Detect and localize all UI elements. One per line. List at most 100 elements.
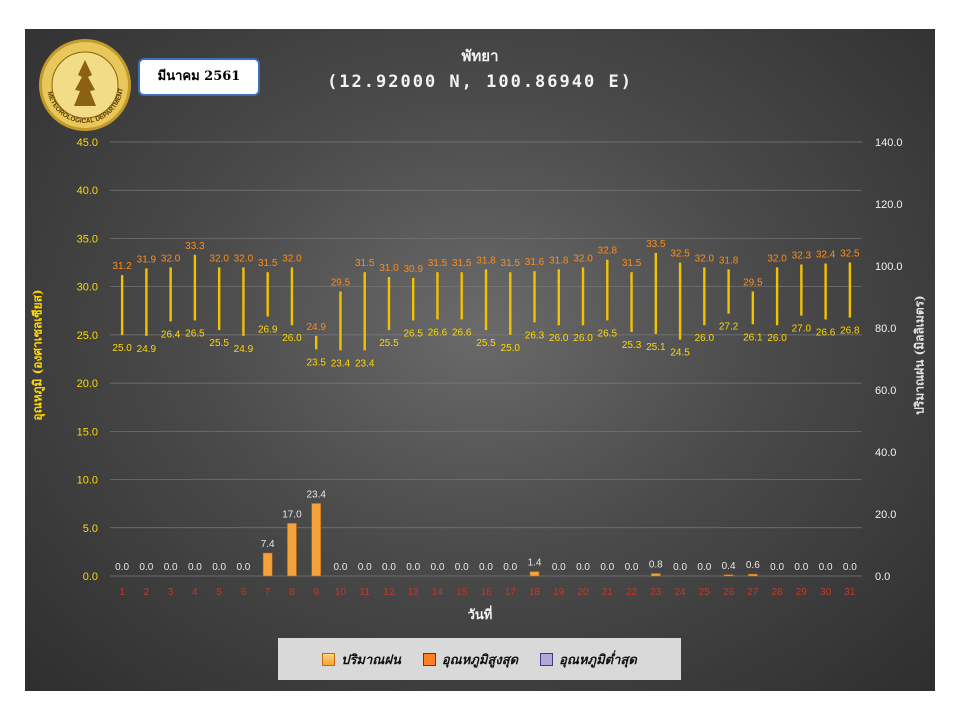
- max-temp-data-label: 31.8: [719, 255, 739, 266]
- x-axis-ticks: 1 2 3 4 5 6 7 8 9 10 11 12 13 14 15 16 17 18 19 20 21 22 23 24 2…: [119, 587, 856, 598]
- rain-data-label: 0.0: [503, 562, 517, 573]
- legend-item-max-temp: อุณหภูมิสูงสุด: [422, 649, 518, 670]
- x-axis-label: วันที่: [467, 608, 493, 623]
- x-tick-label: 3: [168, 587, 174, 598]
- temp-range-bar: [193, 254, 197, 321]
- temp-range-bar: [800, 264, 803, 316]
- min-temp-data-label: 26.3: [525, 330, 545, 341]
- rain-bar: [529, 571, 540, 577]
- rain-data-label: 0.0: [600, 562, 614, 573]
- temp-range-bar: [751, 291, 755, 325]
- legend-swatch-max-temp: [422, 652, 436, 666]
- x-tick-label: 15: [456, 587, 468, 598]
- min-temp-data-label: 23.4: [331, 358, 351, 369]
- logo-seal: METEOROLOGICAL DEPARTMENT: [39, 39, 131, 131]
- rain-bar: [723, 574, 734, 577]
- month-label: มีนาคม 2561: [138, 58, 260, 96]
- rain-bar: [651, 573, 661, 577]
- temp-range-bar: [217, 267, 221, 331]
- rain-data-label: 1.4: [528, 558, 542, 569]
- rain-data-label: 23.4: [306, 489, 326, 500]
- rain-data-label: 17.0: [282, 509, 302, 520]
- min-temp-data-label: 23.4: [355, 358, 375, 369]
- legend-label-min-temp: อุณหภูมิต่ำสุด: [559, 652, 637, 668]
- chart-title: พัทยา: [461, 47, 499, 65]
- temp-range-bar: [775, 267, 779, 326]
- max-temp-data-label: 29.5: [331, 277, 351, 288]
- rain-data-label: 0.0: [673, 562, 687, 573]
- max-temp-data-label: 30.9: [403, 264, 423, 275]
- y-right-tick-label: 120.0: [875, 199, 903, 211]
- x-tick-label: 22: [626, 587, 638, 598]
- rain-data-label: 0.0: [479, 562, 493, 573]
- min-temp-data-label: 26.5: [598, 328, 618, 339]
- rain-bar: [748, 573, 758, 577]
- temperature-range-bars: [120, 252, 852, 351]
- min-temp-data-label: 23.5: [306, 357, 326, 368]
- y-axis-left-label: อุณหภูมิ (องศาเซลเซียส): [30, 289, 45, 421]
- y-left-tick-label: 10.0: [77, 475, 98, 487]
- rain-bars: [262, 503, 758, 577]
- rain-data-label: 0.0: [552, 562, 566, 573]
- max-temp-data-label: 31.9: [137, 254, 157, 265]
- max-temp-data-label: 31.5: [258, 258, 278, 269]
- min-temp-data-label: 25.0: [112, 343, 132, 354]
- x-tick-label: 21: [602, 587, 614, 598]
- temp-range-bar: [460, 272, 463, 320]
- min-temp-data-label: 25.1: [646, 342, 666, 353]
- x-tick-label: 31: [844, 587, 856, 598]
- y-left-tick-label: 0.0: [83, 571, 98, 583]
- temp-range-bar: [339, 291, 342, 351]
- x-tick-label: 20: [577, 587, 589, 598]
- x-tick-label: 10: [335, 587, 347, 598]
- max-temp-data-label: 31.2: [112, 261, 132, 272]
- rain-data-label: 0.0: [382, 562, 396, 573]
- min-temp-data-label: 25.5: [209, 338, 229, 349]
- temp-range-bar: [290, 267, 294, 326]
- rain-data-label: 0.0: [188, 562, 202, 573]
- y-right-tick-label: 40.0: [875, 447, 896, 459]
- min-temp-data-label: 25.0: [501, 343, 521, 354]
- min-temp-data-label: 25.5: [476, 338, 496, 349]
- x-tick-label: 14: [432, 587, 444, 598]
- min-temp-data-label: 26.6: [428, 327, 448, 338]
- max-temp-data-label: 32.8: [598, 246, 618, 257]
- max-temp-data-label: 33.3: [185, 241, 205, 252]
- temp-range-bar: [557, 269, 560, 326]
- rain-data-label: 0.0: [333, 562, 347, 573]
- legend-item-rain: ปริมาณฝน: [322, 649, 401, 670]
- rain-data-label: 0.0: [164, 562, 178, 573]
- rain-data-label: 0.0: [236, 562, 250, 573]
- max-temp-data-label: 32.0: [209, 253, 229, 264]
- temp-range-bar: [581, 267, 585, 326]
- y-right-tick-label: 60.0: [875, 385, 896, 397]
- max-temp-data-label: 32.4: [816, 250, 836, 261]
- x-tick-label: 4: [192, 587, 198, 598]
- temp-range-bar: [630, 272, 633, 332]
- x-tick-label: 16: [480, 587, 492, 598]
- max-temp-data-label: 32.0: [573, 253, 593, 264]
- y-left-tick-label: 35.0: [77, 233, 98, 245]
- temp-range-bar: [412, 277, 415, 321]
- temp-range-bar: [436, 272, 439, 320]
- y-left-tick-label: 20.0: [77, 378, 98, 390]
- min-temp-data-label: 25.5: [379, 338, 399, 349]
- y-left-tick-label: 15.0: [77, 426, 98, 438]
- max-temp-data-label: 32.0: [695, 253, 715, 264]
- min-temp-data-label: 24.9: [137, 344, 157, 355]
- rain-data-label: 0.0: [576, 562, 590, 573]
- temp-range-bar: [654, 252, 658, 334]
- max-temp-data-label: 32.0: [767, 253, 787, 264]
- x-tick-label: 5: [216, 587, 222, 598]
- max-temp-data-label: 32.0: [161, 253, 181, 264]
- x-tick-label: 30: [820, 587, 832, 598]
- min-temp-data-label: 26.6: [452, 327, 472, 338]
- data-labels: 0.0 31.2 25.0 0.0 31.9 24.9 0.0 32.0 26.4 0.0 33.3…: [112, 239, 860, 573]
- chart-subtitle: (12.92000 N, 100.86940 E): [327, 72, 633, 92]
- max-temp-data-label: 31.5: [428, 258, 448, 269]
- temp-range-bar: [533, 271, 536, 323]
- max-temp-data-label: 31.0: [379, 263, 399, 274]
- min-temp-data-label: 26.4: [161, 329, 181, 340]
- min-temp-data-label: 26.5: [185, 328, 205, 339]
